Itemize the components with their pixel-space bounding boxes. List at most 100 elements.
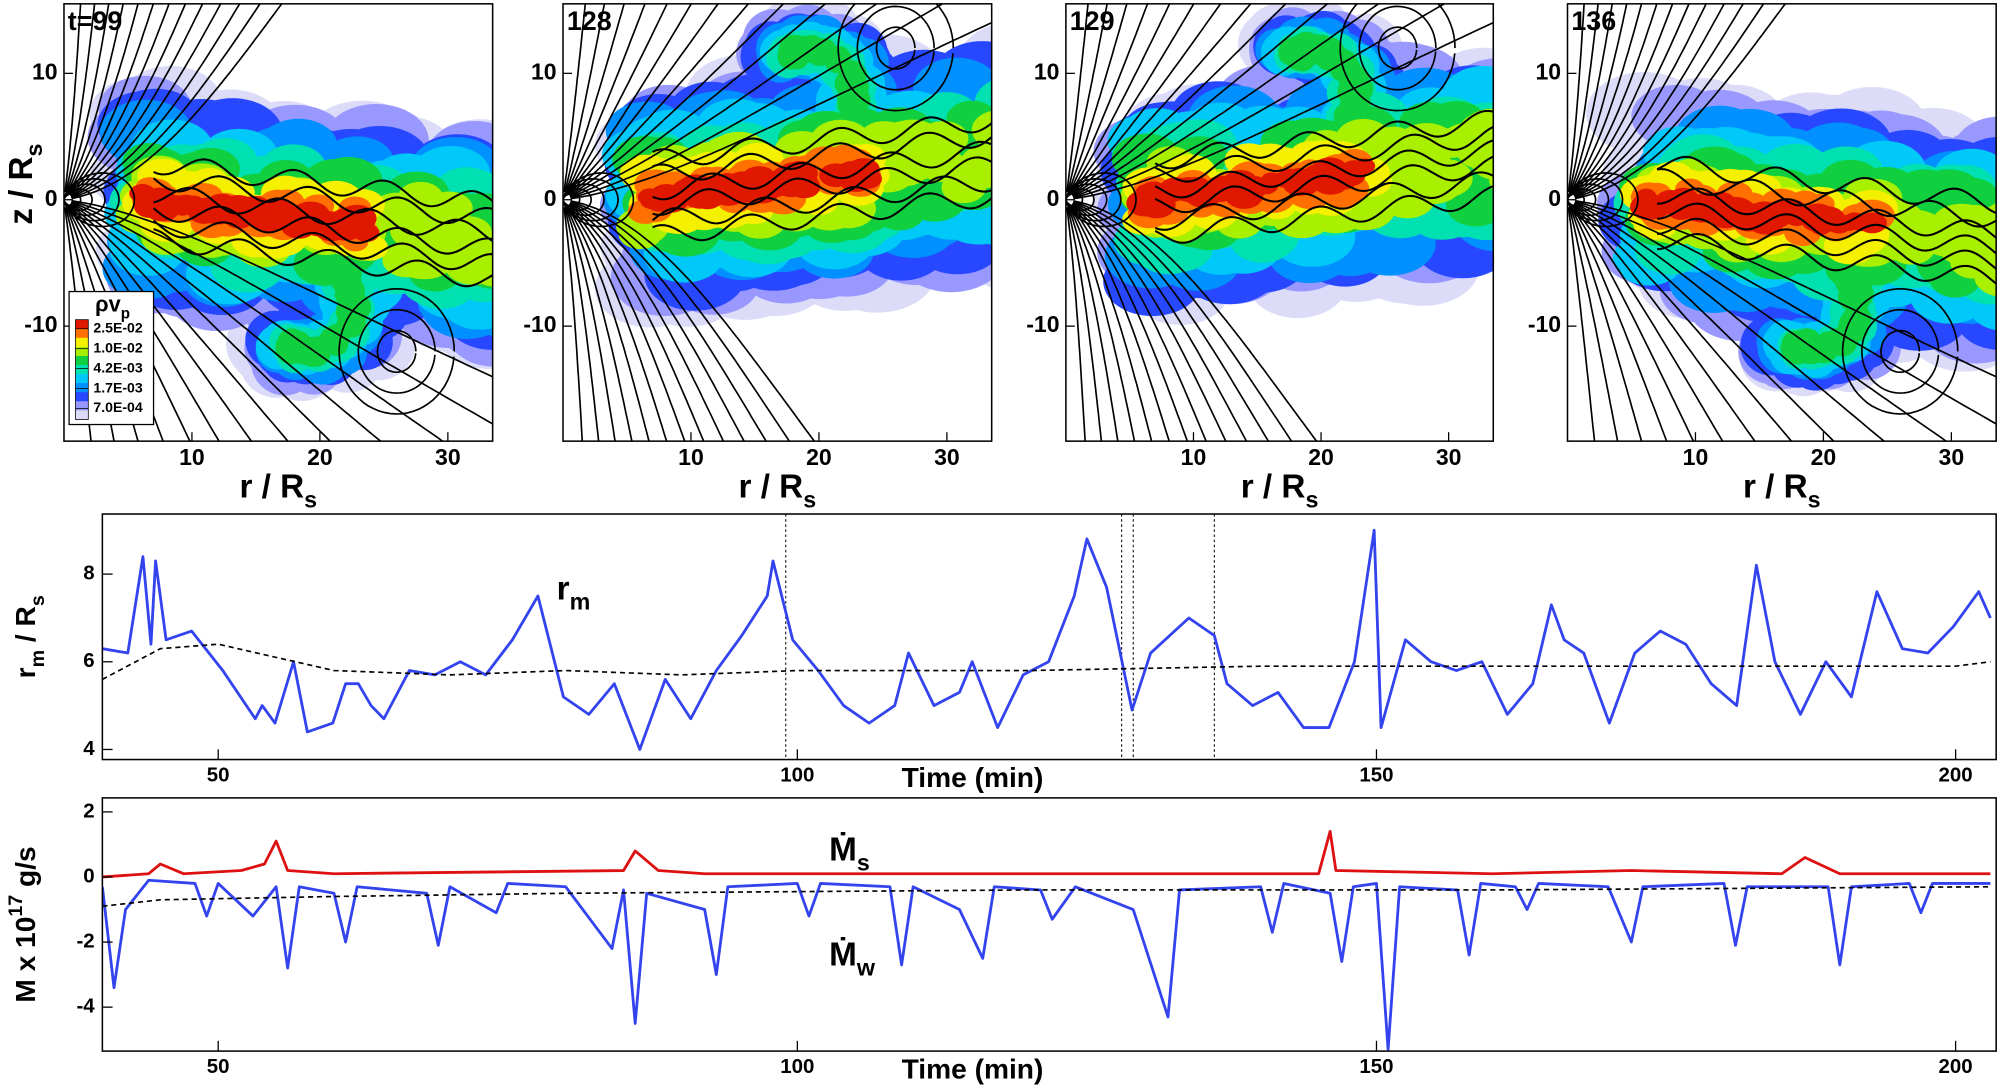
field-line (1572, 3, 1690, 196)
density-blob (481, 217, 493, 259)
field-line (568, 203, 705, 442)
field-line (64, 3, 96, 193)
field-line (71, 3, 261, 199)
field-line (1066, 207, 1086, 442)
x-axis-label-part: s (304, 487, 317, 513)
y-axis-label-part: 17 (5, 895, 27, 917)
field-line (1067, 3, 1128, 193)
colorbar-swatch (75, 374, 89, 384)
y-tick-label: 10 (531, 58, 557, 84)
density-blob (1488, 95, 1494, 121)
field-line (1073, 200, 1318, 442)
density-blob (1282, 38, 1313, 69)
series-line (102, 878, 1991, 1051)
field-line (153, 228, 493, 288)
field-line (1069, 3, 1171, 194)
field-line (1572, 203, 1793, 442)
colorbar-label: 4.2E-03 (93, 359, 142, 375)
field-line (856, 5, 935, 91)
y-tick-label: -10 (1026, 311, 1059, 337)
x-tick-label: 30 (1939, 444, 1965, 470)
density-blob (794, 173, 819, 191)
y-tick-label: 8 (83, 562, 94, 585)
colorbar-swatch (75, 346, 89, 357)
density-blob (1702, 199, 1726, 216)
y-axis-label: M x 1017 g/s (5, 846, 41, 1002)
y-tick-label: 10 (1535, 58, 1561, 84)
density-blob (701, 174, 740, 202)
annotation: rm (557, 571, 591, 615)
field-line (1574, 200, 1997, 425)
plot-area (102, 514, 1992, 760)
x-axis-label: Time (min) (902, 1054, 1044, 1085)
x-axis-label-part: s (1305, 487, 1318, 513)
field-line (70, 3, 222, 198)
x-axis-label-part: Time (min) (902, 1054, 1044, 1085)
field-line (1568, 206, 1619, 442)
field-line (652, 131, 992, 181)
x-axis-label-part: Time (min) (902, 762, 1044, 793)
annotation: Ṁw (829, 936, 876, 980)
colorbar-swatch (75, 401, 89, 411)
x-tick-label: 50 (207, 764, 230, 787)
field-line (651, 175, 992, 225)
panel-title: 128 (567, 6, 612, 36)
series-line (102, 643, 1991, 681)
frame (63, 3, 494, 442)
field-line (71, 200, 493, 425)
field-line (69, 3, 204, 197)
density-blob (1792, 338, 1813, 359)
field-line (1574, 202, 1886, 442)
field-line (1154, 109, 1494, 170)
density-blob (743, 177, 781, 204)
field-line (567, 3, 693, 195)
field-line (1568, 3, 1599, 193)
x-axis-label-part: s (803, 487, 816, 513)
field-line (652, 140, 992, 201)
density-blob (444, 216, 493, 250)
density-blob (986, 144, 992, 170)
density-blob (671, 178, 707, 204)
field-line (1657, 187, 1997, 240)
panel-title: 136 (1571, 6, 1616, 36)
field-line (70, 202, 382, 442)
field-line (68, 3, 170, 195)
x-tick-label: 100 (780, 764, 814, 787)
field-line (1574, 3, 1787, 200)
y-tick-label: 6 (83, 649, 94, 672)
y-tick-label: 0 (83, 864, 94, 887)
field-line (1073, 21, 1494, 200)
plot-area (102, 829, 1991, 1051)
colorbar-swatch (75, 365, 89, 375)
field-line (1377, 26, 1418, 70)
field-line (70, 201, 445, 442)
density-blob (129, 184, 156, 203)
field-line (1066, 3, 1108, 193)
field-line (1860, 308, 1940, 394)
field-line (570, 200, 816, 442)
field-line (1071, 203, 1207, 442)
field-line (1154, 139, 1494, 199)
density-blob (485, 192, 493, 221)
field-line (64, 3, 82, 193)
field-line (67, 3, 139, 194)
field-line (1068, 3, 1149, 194)
colorbar-title: ρvp (95, 291, 130, 322)
colorbar-frame (75, 319, 89, 420)
field-line (1073, 200, 1293, 442)
density-blob (484, 242, 493, 274)
density-blob (1824, 327, 1853, 356)
field-line (66, 3, 125, 194)
field-line (875, 26, 916, 70)
density-blob (341, 310, 361, 331)
x-axis-label-part: r / R (1241, 468, 1306, 505)
density-blob (1486, 130, 1494, 158)
field-line (1072, 3, 1329, 198)
plot-area (63, 3, 493, 442)
plot-area (1567, 3, 1997, 442)
colorbar-label: 1.7E-03 (93, 379, 142, 395)
y-tick-label: 2 (83, 799, 94, 822)
field-line (1154, 185, 1494, 244)
y-axis-label-part: / R (11, 606, 42, 650)
colorbar-swatch (75, 328, 89, 339)
